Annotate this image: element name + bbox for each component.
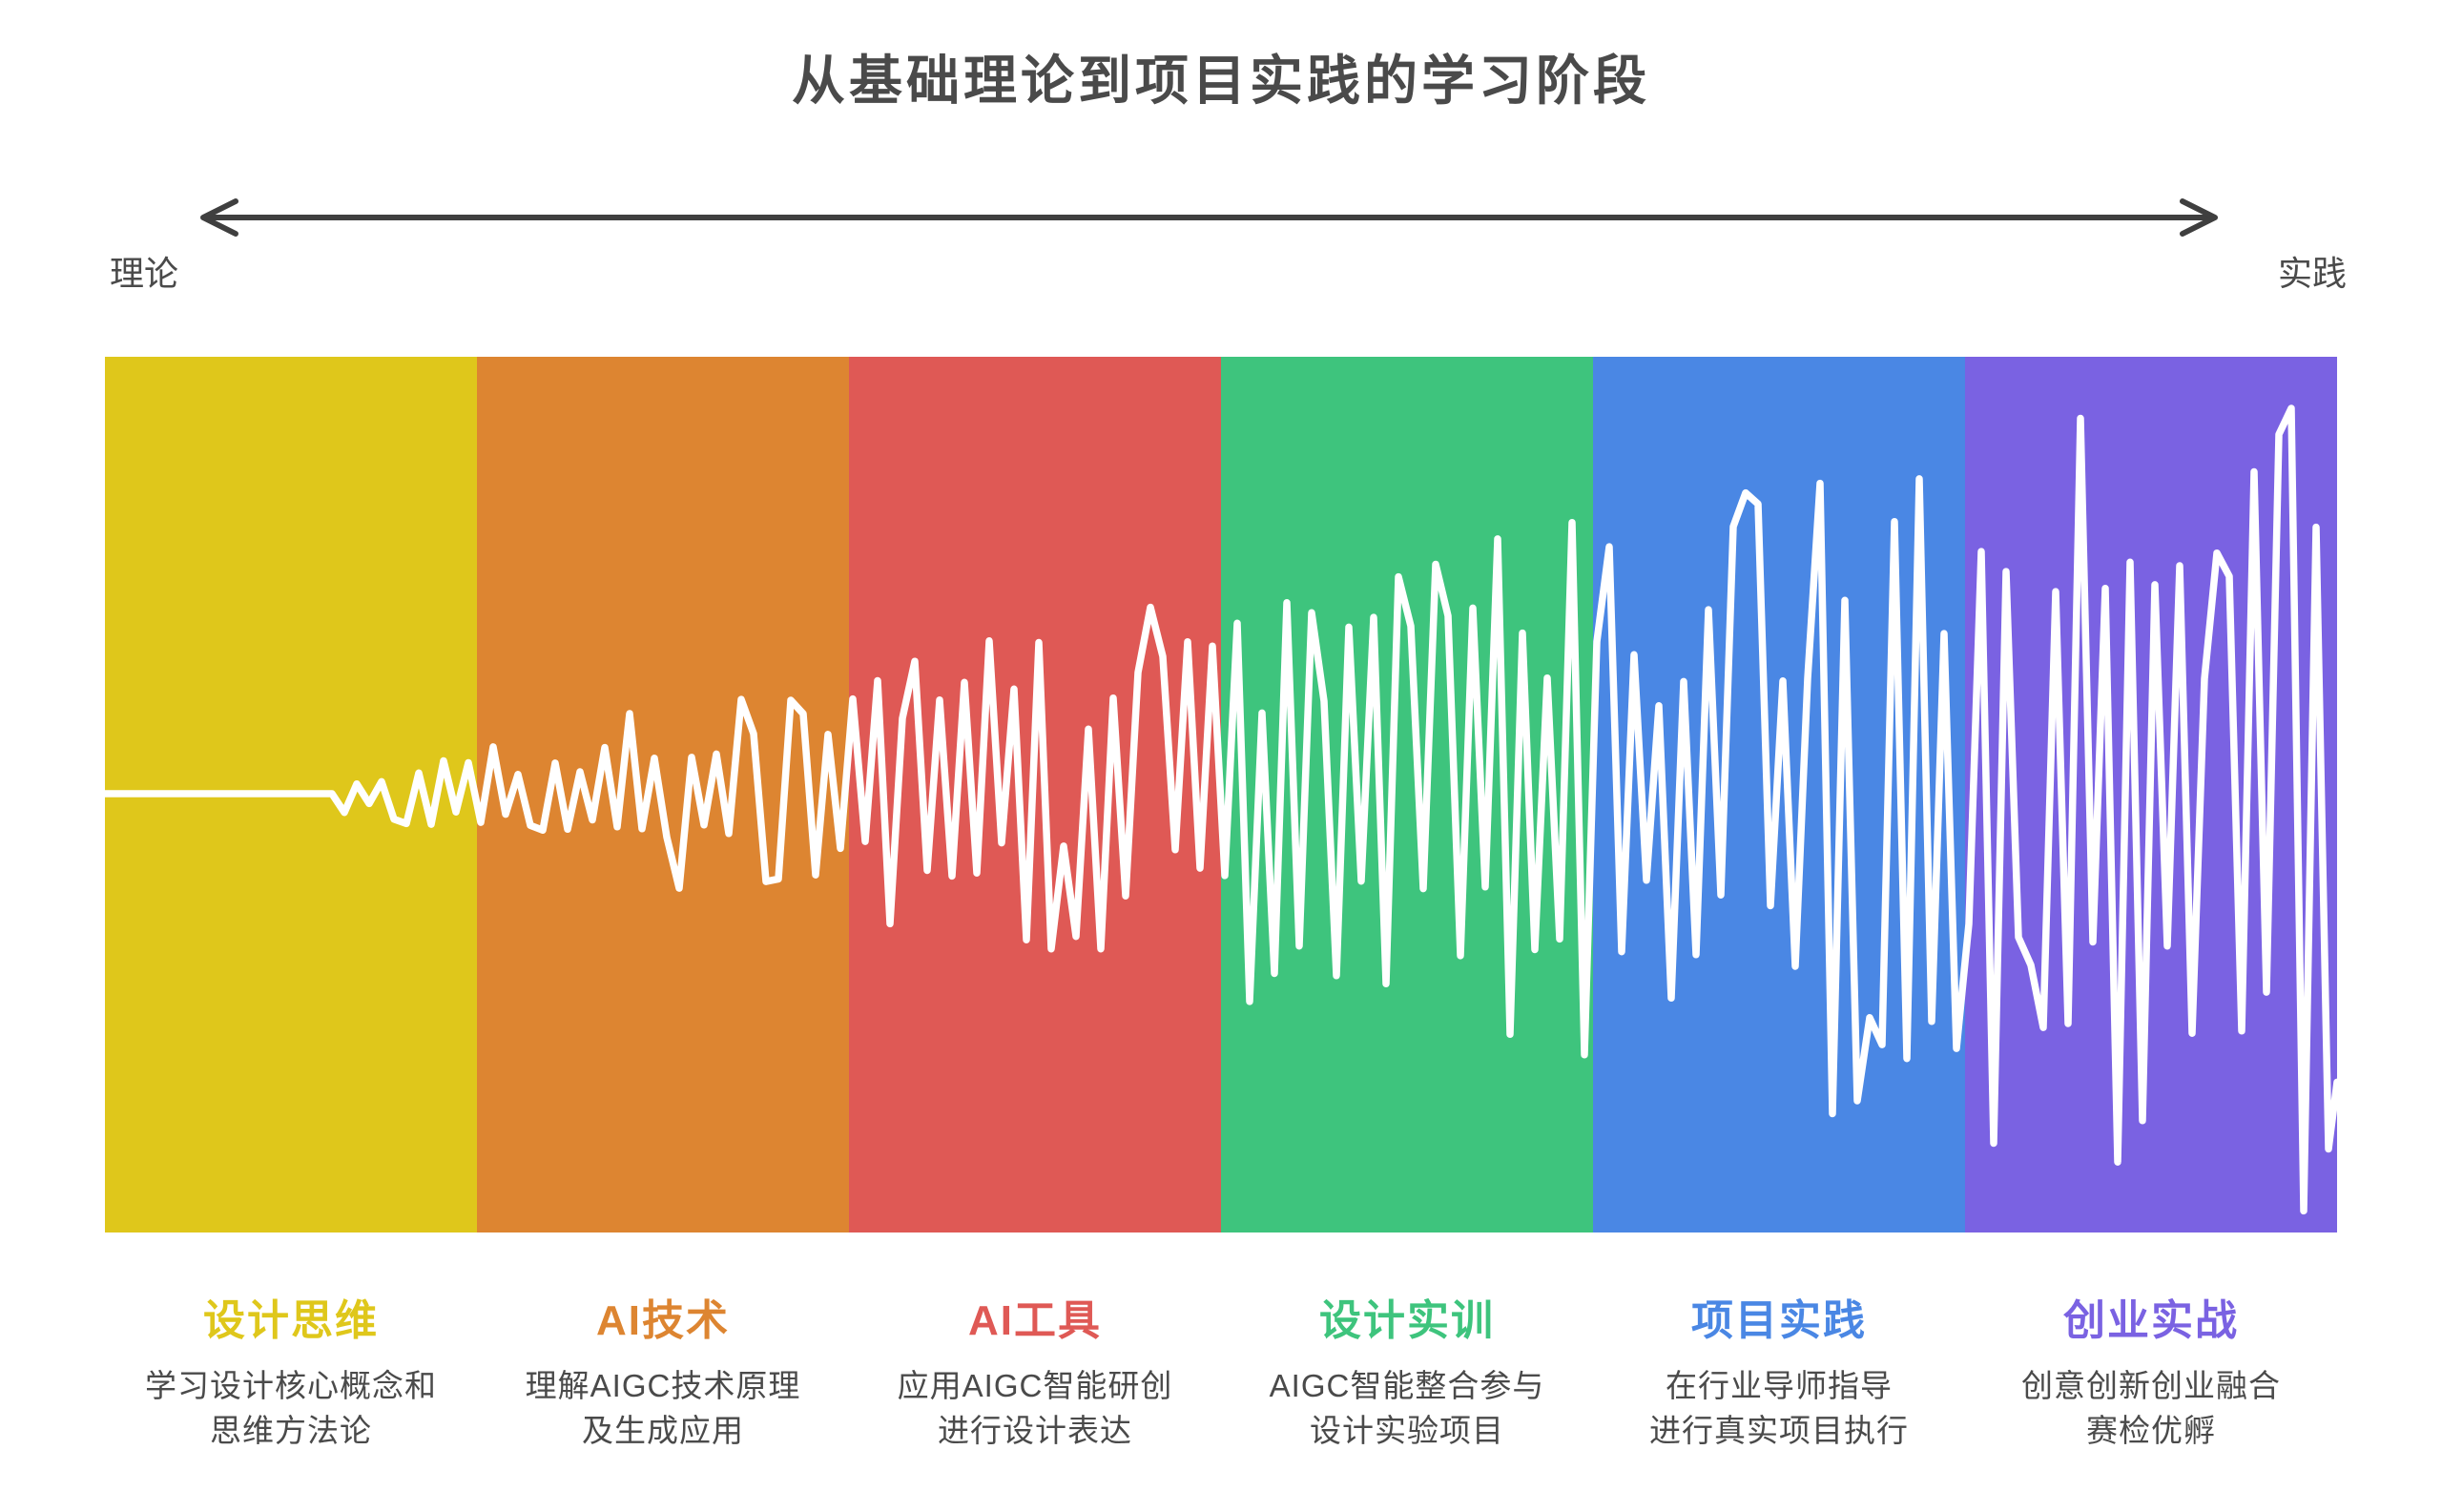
stage-label-ai-technology: AI技术 理解AIGC技术原理 及生成应用 — [477, 1232, 849, 1454]
stage-label-design-training: 设计实训 AIGC智能整合参与 设计实验项目 — [1221, 1232, 1593, 1454]
stage-title: 项目实践 — [1691, 1297, 1867, 1344]
stage-band-design-training — [1221, 357, 1593, 1232]
stage-description: 应用AIGC智能研创 进行设计表达 — [897, 1368, 1173, 1448]
stage-band-design-thinking — [105, 357, 477, 1232]
stage-title: AI工具 — [968, 1297, 1102, 1344]
stage-band-ai-tools — [849, 357, 1221, 1232]
arrow-head-left-icon — [200, 198, 238, 237]
page-title: 从基础理论到项目实践的学习阶段 — [792, 51, 1650, 111]
stage-description: 创意创新创业融合 赛检优孵 — [2021, 1368, 2281, 1448]
stage-title: 设计思维 — [203, 1297, 379, 1344]
axis-label-practice: 实践 — [2277, 254, 2347, 293]
stage-title: 设计实训 — [1319, 1297, 1495, 1344]
theory-practice-arrow — [200, 198, 2218, 237]
stage-description: 学习设计核心概念和 思维方法论 — [145, 1368, 437, 1448]
stage-band-ai-technology — [477, 357, 849, 1232]
stage-label-startup-practice: 创业实战 创意创新创业融合 赛检优孵 — [1965, 1232, 2337, 1454]
stage-band-startup-practice — [1965, 357, 2337, 1232]
stage-description: 理解AIGC技术原理 及生成应用 — [525, 1368, 801, 1448]
stage-title: 创业实战 — [2063, 1297, 2239, 1344]
axis-label-theory: 理论 — [110, 254, 179, 293]
stage-label-design-thinking: 设计思维 学习设计核心概念和 思维方法论 — [105, 1232, 477, 1454]
stage-title: AI技术 — [596, 1297, 730, 1344]
stage-band-project-practice — [1593, 357, 1965, 1232]
stage-label-ai-tools: AI工具 应用AIGC智能研创 进行设计表达 — [849, 1232, 1221, 1454]
arrow-head-right-icon — [2180, 198, 2218, 237]
stage-label-project-practice: 项目实践 在行业导师指导 进行真实项目执行 — [1593, 1232, 1965, 1454]
stage-labels: 设计思维 学习设计核心概念和 思维方法论 AI技术 理解AIGC技术原理 及生成… — [105, 1232, 2337, 1454]
stage-bands — [105, 357, 2337, 1232]
stage-description: AIGC智能整合参与 设计实验项目 — [1269, 1368, 1545, 1448]
stage-description: 在行业导师指导 进行真实项目执行 — [1649, 1368, 1909, 1448]
